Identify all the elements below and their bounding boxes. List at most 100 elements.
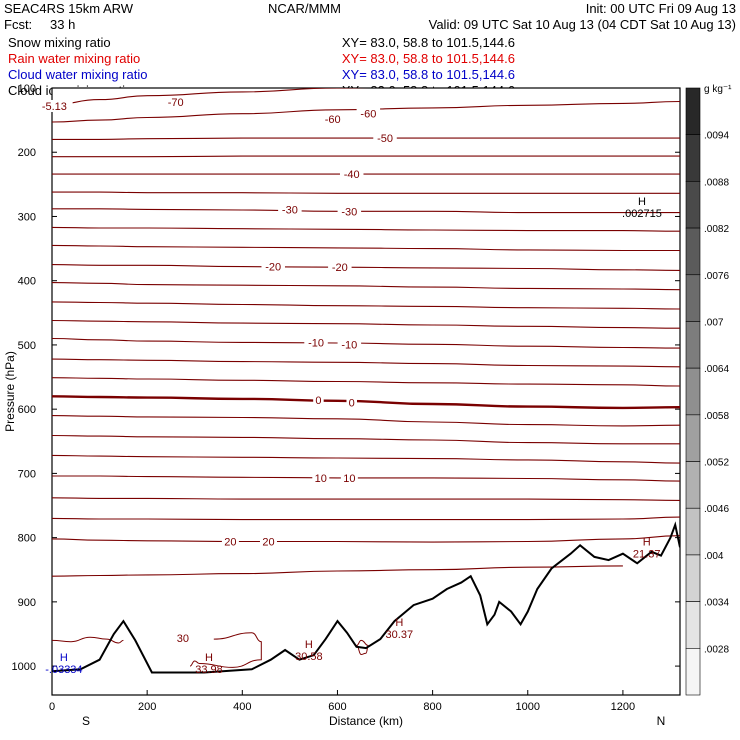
colorbar-segment (685, 414, 701, 462)
y-tick-label: 300 (18, 211, 36, 223)
field-xy: XY= 83.0, 58.8 to 101.5,144.6 (342, 67, 515, 82)
y-axis-label: Pressure (hPa) (3, 351, 17, 432)
colorbar-segment (685, 367, 701, 416)
contour-label-bg (320, 112, 345, 125)
header-title: SEAC4RS 15km ARW (4, 1, 134, 16)
extremum-value: -.03334 (45, 664, 82, 676)
extremum-marker: H (395, 617, 403, 629)
contour-label-bg (313, 394, 324, 407)
contour-label: -30 (282, 204, 298, 216)
mixing-ratio-contour (189, 632, 262, 668)
y-tick-label: 500 (18, 340, 36, 352)
colorbar-segment (685, 554, 701, 602)
contour-label: 10 (315, 473, 327, 485)
contour-label: -60 (360, 109, 376, 121)
header-fcst-value: 33 h (50, 17, 75, 32)
extremum-value: .002715 (622, 208, 662, 220)
colorbar-label: .004 (704, 551, 724, 562)
colorbar-label: .0094 (704, 131, 729, 142)
contour-label-bg (174, 631, 192, 644)
contour-label: -5.13 (42, 101, 67, 113)
contour-label-bg (328, 261, 352, 274)
x-tick-label: 400 (233, 701, 251, 713)
temperature-contour (52, 454, 680, 464)
contour-label-bg (346, 396, 357, 409)
temperature-contour (52, 191, 680, 194)
extremum-value: 30.37 (386, 629, 414, 641)
contour-label-bg (373, 132, 397, 145)
temperature-contour (52, 100, 680, 123)
contour-label-bg (278, 203, 302, 216)
contour-label: -20 (332, 262, 348, 274)
colorbar-segment (685, 87, 701, 135)
y-tick-label: 600 (18, 404, 36, 416)
extremum-value: 21.37 (633, 548, 661, 560)
header-init: Init: 00 UTC Fri 09 Aug 13 (586, 1, 736, 16)
y-tick-label: 700 (18, 468, 36, 480)
contour-label: 20 (224, 536, 236, 548)
contour-label: -60 (325, 114, 341, 126)
contour-label-bg (337, 205, 362, 218)
temperature-contour (52, 244, 680, 252)
temperature-contour (52, 226, 680, 232)
extremum-value: 33.98 (195, 664, 223, 676)
temperature-contour (52, 301, 680, 310)
colorbar-segment (685, 134, 701, 182)
colorbar-segment (685, 227, 701, 276)
field-xy: XY= 83.0, 58.8 to 101.5,144.6 (342, 35, 515, 50)
x-tick-label: 1200 (611, 701, 635, 713)
colorbar-segment (685, 321, 701, 369)
contour-label: -40 (344, 169, 360, 181)
contour-label: -70 (168, 97, 184, 109)
plot-frame (51, 87, 681, 696)
colorbar-label: .0064 (704, 364, 729, 375)
temperature-contour (52, 415, 680, 427)
colorbar-label: .0034 (704, 598, 729, 609)
colorbar-label: .007 (704, 317, 724, 328)
colorbar-label: .0046 (704, 504, 729, 515)
temperature-contour (52, 516, 680, 521)
x-end-label-north: N (657, 714, 666, 728)
colorbar-label: .0058 (704, 411, 729, 422)
colorbar-label: .0028 (704, 644, 729, 655)
colorbar-unit: g kg⁻¹ (704, 84, 732, 95)
colorbar-segment (685, 507, 701, 556)
extremum-marker: H (305, 639, 313, 651)
colorbar-label: .0076 (704, 271, 729, 282)
mixing-ratio-contour (356, 639, 369, 656)
contour-label-bg (337, 338, 362, 351)
colorbar-segment (685, 274, 701, 322)
contour-label: -10 (308, 337, 324, 349)
temperature-contour (52, 377, 680, 387)
temperature-contour (52, 319, 680, 329)
contour-label-bg (312, 471, 330, 484)
extremum-marker: H (60, 652, 68, 664)
colorbar-segment (685, 648, 701, 696)
contour-label-bg (356, 107, 381, 120)
terrain-profile (52, 521, 680, 674)
temperature-contour (52, 155, 680, 158)
contour-label-bg (259, 535, 277, 548)
contour-label: -20 (265, 262, 281, 274)
colorbar-label: .0088 (704, 177, 729, 188)
colorbar-segment (685, 601, 701, 649)
contour-label-bg (261, 260, 285, 273)
colorbar-segment (685, 181, 701, 229)
contour-label: -10 (341, 339, 357, 351)
x-end-label-south: S (82, 714, 90, 728)
x-axis-label: Distance (km) (329, 714, 403, 728)
contour-label: 20 (262, 536, 274, 548)
header-valid: Valid: 09 UTC Sat 10 Aug 13 (04 CDT Sat … (429, 17, 736, 32)
field-name: Rain water mixing ratio (8, 51, 140, 66)
contour-label: 0 (349, 398, 355, 410)
x-tick-label: 0 (49, 701, 55, 713)
field-name: Cloud water mixing ratio (8, 67, 147, 82)
temperature-contour (52, 88, 370, 106)
x-tick-label: 1000 (516, 701, 540, 713)
temperature-contour (52, 282, 680, 291)
contour-label-bg (340, 471, 358, 484)
y-tick-label: 200 (18, 147, 36, 159)
x-tick-label: 800 (423, 701, 441, 713)
